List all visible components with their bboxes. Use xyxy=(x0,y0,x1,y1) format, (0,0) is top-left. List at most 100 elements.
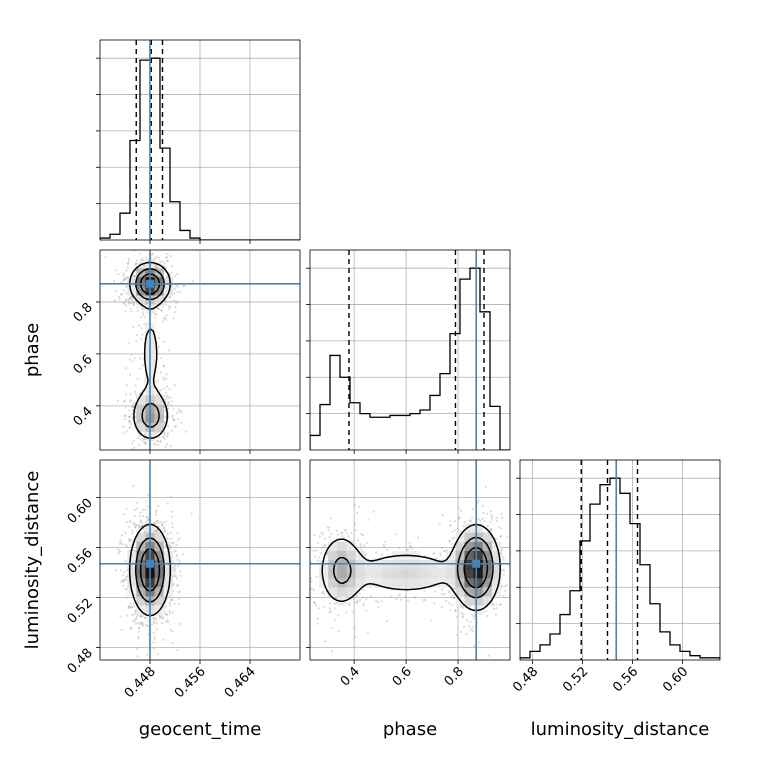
hist2d-geocent_time-vs-luminosity_distance-point xyxy=(120,629,123,632)
hist2d-phase-vs-luminosity_distance-point xyxy=(490,529,493,532)
hist2d-geocent_time-vs-phase-point xyxy=(125,304,128,307)
hist2d-phase-vs-luminosity_distance-density-cell xyxy=(464,596,474,606)
hist2d-geocent_time-vs-luminosity_distance-point xyxy=(155,628,158,631)
hist2d-geocent_time-vs-luminosity_distance-point xyxy=(128,538,131,541)
hist2d-geocent_time-vs-luminosity_distance-point xyxy=(161,616,165,620)
hist2d-geocent_time-vs-luminosity_distance-density-cell xyxy=(163,569,174,579)
hist2d-phase-vs-luminosity_distance-point xyxy=(497,526,500,529)
hist2d-phase-vs-luminosity_distance-point xyxy=(326,526,329,529)
hist2d-geocent_time-vs-luminosity_distance-point xyxy=(155,513,158,516)
hist2d-geocent_time-vs-luminosity_distance-point xyxy=(144,616,147,619)
hist2d-geocent_time-vs-phase-point xyxy=(162,435,165,439)
hist2d-geocent_time-vs-phase-point xyxy=(155,266,158,269)
hist2d-geocent_time-vs-phase-point xyxy=(174,305,177,309)
hist2d-geocent_time-vs-phase-point xyxy=(123,302,126,306)
hist2d-geocent_time-vs-phase-point xyxy=(141,307,144,310)
hist2d-phase-vs-luminosity_distance-point xyxy=(372,557,375,560)
hist2d-phase-vs-luminosity_distance-point xyxy=(463,521,466,524)
hist2d-geocent_time-vs-luminosity_distance-point xyxy=(160,615,163,618)
hist2d-geocent_time-vs-luminosity_distance-plot-area xyxy=(100,460,300,660)
hist2d-geocent_time-vs-phase-point xyxy=(132,274,135,278)
hist2d-geocent_time-vs-luminosity_distance-point xyxy=(141,523,144,526)
hist2d-phase-vs-luminosity_distance-point xyxy=(486,512,489,515)
hist2d-geocent_time-vs-luminosity_distance-point xyxy=(175,543,178,546)
hist2d-phase-vs-luminosity_distance-density-cell xyxy=(455,569,465,579)
hist2d-geocent_time-vs-luminosity_distance-point xyxy=(171,598,174,601)
hist2d-geocent_time-vs-phase-plot-area xyxy=(100,250,300,450)
hist2d-geocent_time-vs-luminosity_distance-point xyxy=(133,522,136,525)
hist2d-geocent_time-vs-luminosity_distance-point xyxy=(128,540,131,543)
hist2d-phase-vs-luminosity_distance-point xyxy=(460,611,463,615)
hist2d-phase-vs-luminosity_distance-contour-2 xyxy=(463,546,489,589)
hist2d-geocent_time-vs-luminosity_distance-point xyxy=(121,579,124,582)
hist2d-geocent_time-vs-phase-point xyxy=(127,409,130,412)
hist2d-geocent_time-vs-phase-point xyxy=(161,305,165,308)
hist2d-geocent_time-vs-luminosity_distance-point xyxy=(129,538,132,542)
hist2d-phase-vs-luminosity_distance-point xyxy=(361,596,364,599)
hist2d-geocent_time-vs-luminosity_distance-point xyxy=(146,625,149,628)
hist2d-phase-vs-luminosity_distance-point xyxy=(335,596,338,599)
hist2d-geocent_time-vs-phase-point xyxy=(175,301,178,304)
hist2d-geocent_time-vs-phase-point xyxy=(128,426,131,429)
hist2d-geocent_time-vs-luminosity_distance-point xyxy=(137,637,140,640)
hist2d-geocent_time-vs-luminosity_distance-point xyxy=(168,545,171,548)
hist2d-phase-vs-luminosity_distance-point xyxy=(460,509,463,512)
hist2d-phase-vs-luminosity_distance-point xyxy=(453,520,456,523)
hist2d-phase-vs-luminosity_distance-density-cell xyxy=(391,569,402,579)
hist2d-phase-vs-luminosity_distance-point xyxy=(465,633,468,636)
hist2d-geocent_time-vs-phase-point xyxy=(141,311,144,314)
hist2d-geocent_time-vs-luminosity_distance-point xyxy=(145,515,148,518)
hist2d-geocent_time-vs-phase-point xyxy=(133,303,136,306)
hist2d-geocent_time-vs-phase-point xyxy=(172,414,175,417)
hist2d-phase-vs-luminosity_distance-point xyxy=(320,531,323,534)
hist2d-geocent_time-vs-luminosity_distance-point xyxy=(160,524,164,527)
hist2d-geocent_time-vs-luminosity_distance-point xyxy=(166,614,169,617)
y-axis-label-phase: phase xyxy=(22,323,43,377)
hist2d-geocent_time-vs-phase-point xyxy=(139,367,142,370)
hist2d-phase-vs-luminosity_distance-density-cell xyxy=(491,550,502,561)
hist2d-geocent_time-vs-phase-point xyxy=(155,393,158,396)
hist2d-geocent_time-vs-luminosity_distance-point xyxy=(124,588,127,591)
hist2d-geocent_time-vs-phase-density-cell xyxy=(163,286,174,296)
hist2d-geocent_time-vs-phase-point xyxy=(135,392,138,396)
hist2d-geocent_time-vs-luminosity_distance-point xyxy=(163,530,166,533)
hist2d-phase-vs-luminosity_distance-point xyxy=(385,620,388,623)
hist2d-geocent_time-vs-luminosity_distance-point xyxy=(152,619,155,622)
hist2d-geocent_time-vs-luminosity_distance-point xyxy=(118,542,121,545)
hist2d-geocent_time-vs-luminosity_distance-point xyxy=(132,620,135,623)
hist2d-geocent_time-vs-luminosity_distance-point xyxy=(128,526,131,529)
hist2d-phase-vs-luminosity_distance-point xyxy=(499,603,502,606)
hist1d-phase-frame xyxy=(309,249,511,451)
hist2d-geocent_time-vs-phase-point xyxy=(166,403,169,407)
hist2d-phase-vs-luminosity_distance-point xyxy=(494,613,497,616)
hist2d-geocent_time-vs-phase-point xyxy=(134,263,137,266)
hist2d-phase-vs-luminosity_distance-point xyxy=(414,596,417,599)
hist2d-geocent_time-vs-luminosity_distance-point xyxy=(144,508,147,511)
hist2d-geocent_time-vs-luminosity_distance-point xyxy=(163,527,166,530)
hist2d-geocent_time-vs-luminosity_distance-point xyxy=(139,511,142,514)
hist2d-geocent_time-vs-phase-density-cell xyxy=(154,404,164,414)
hist2d-geocent_time-vs-phase-point xyxy=(124,367,127,370)
hist2d-geocent_time-vs-phase-point xyxy=(130,299,134,302)
hist2d-phase-vs-luminosity_distance-density-cell xyxy=(473,550,484,561)
hist2d-geocent_time-vs-phase-point xyxy=(165,256,168,259)
hist2d-phase-vs-luminosity_distance-point xyxy=(360,533,363,536)
hist2d-geocent_time-vs-phase-point xyxy=(124,277,127,280)
hist2d-phase-vs-luminosity_distance-point xyxy=(398,593,401,596)
hist2d-geocent_time-vs-phase-point xyxy=(125,384,129,387)
hist2d-geocent_time-vs-luminosity_distance-point xyxy=(171,522,174,525)
hist2d-phase-vs-luminosity_distance-point xyxy=(450,543,453,546)
hist2d-geocent_time-vs-phase-point xyxy=(143,438,146,441)
hist2d-geocent_time-vs-phase-point xyxy=(155,313,158,316)
hist2d-phase-vs-luminosity_distance-point xyxy=(337,630,340,633)
hist2d-geocent_time-vs-luminosity_distance-point xyxy=(155,520,159,523)
hist2d-geocent_time-vs-phase-point xyxy=(128,419,131,422)
hist2d-phase-vs-luminosity_distance-point xyxy=(328,602,332,605)
hist2d-phase-vs-luminosity_distance-point xyxy=(321,590,324,593)
hist2d-geocent_time-vs-phase-point xyxy=(175,411,178,415)
hist2d-geocent_time-vs-phase-point xyxy=(157,346,160,349)
x-axis-label-geocent-time: geocent_time xyxy=(139,719,262,740)
hist2d-geocent_time-vs-luminosity_distance-point xyxy=(124,559,127,562)
hist2d-phase-vs-luminosity_distance-point xyxy=(435,556,438,560)
hist2d-geocent_time-vs-luminosity_distance-point xyxy=(138,626,141,629)
